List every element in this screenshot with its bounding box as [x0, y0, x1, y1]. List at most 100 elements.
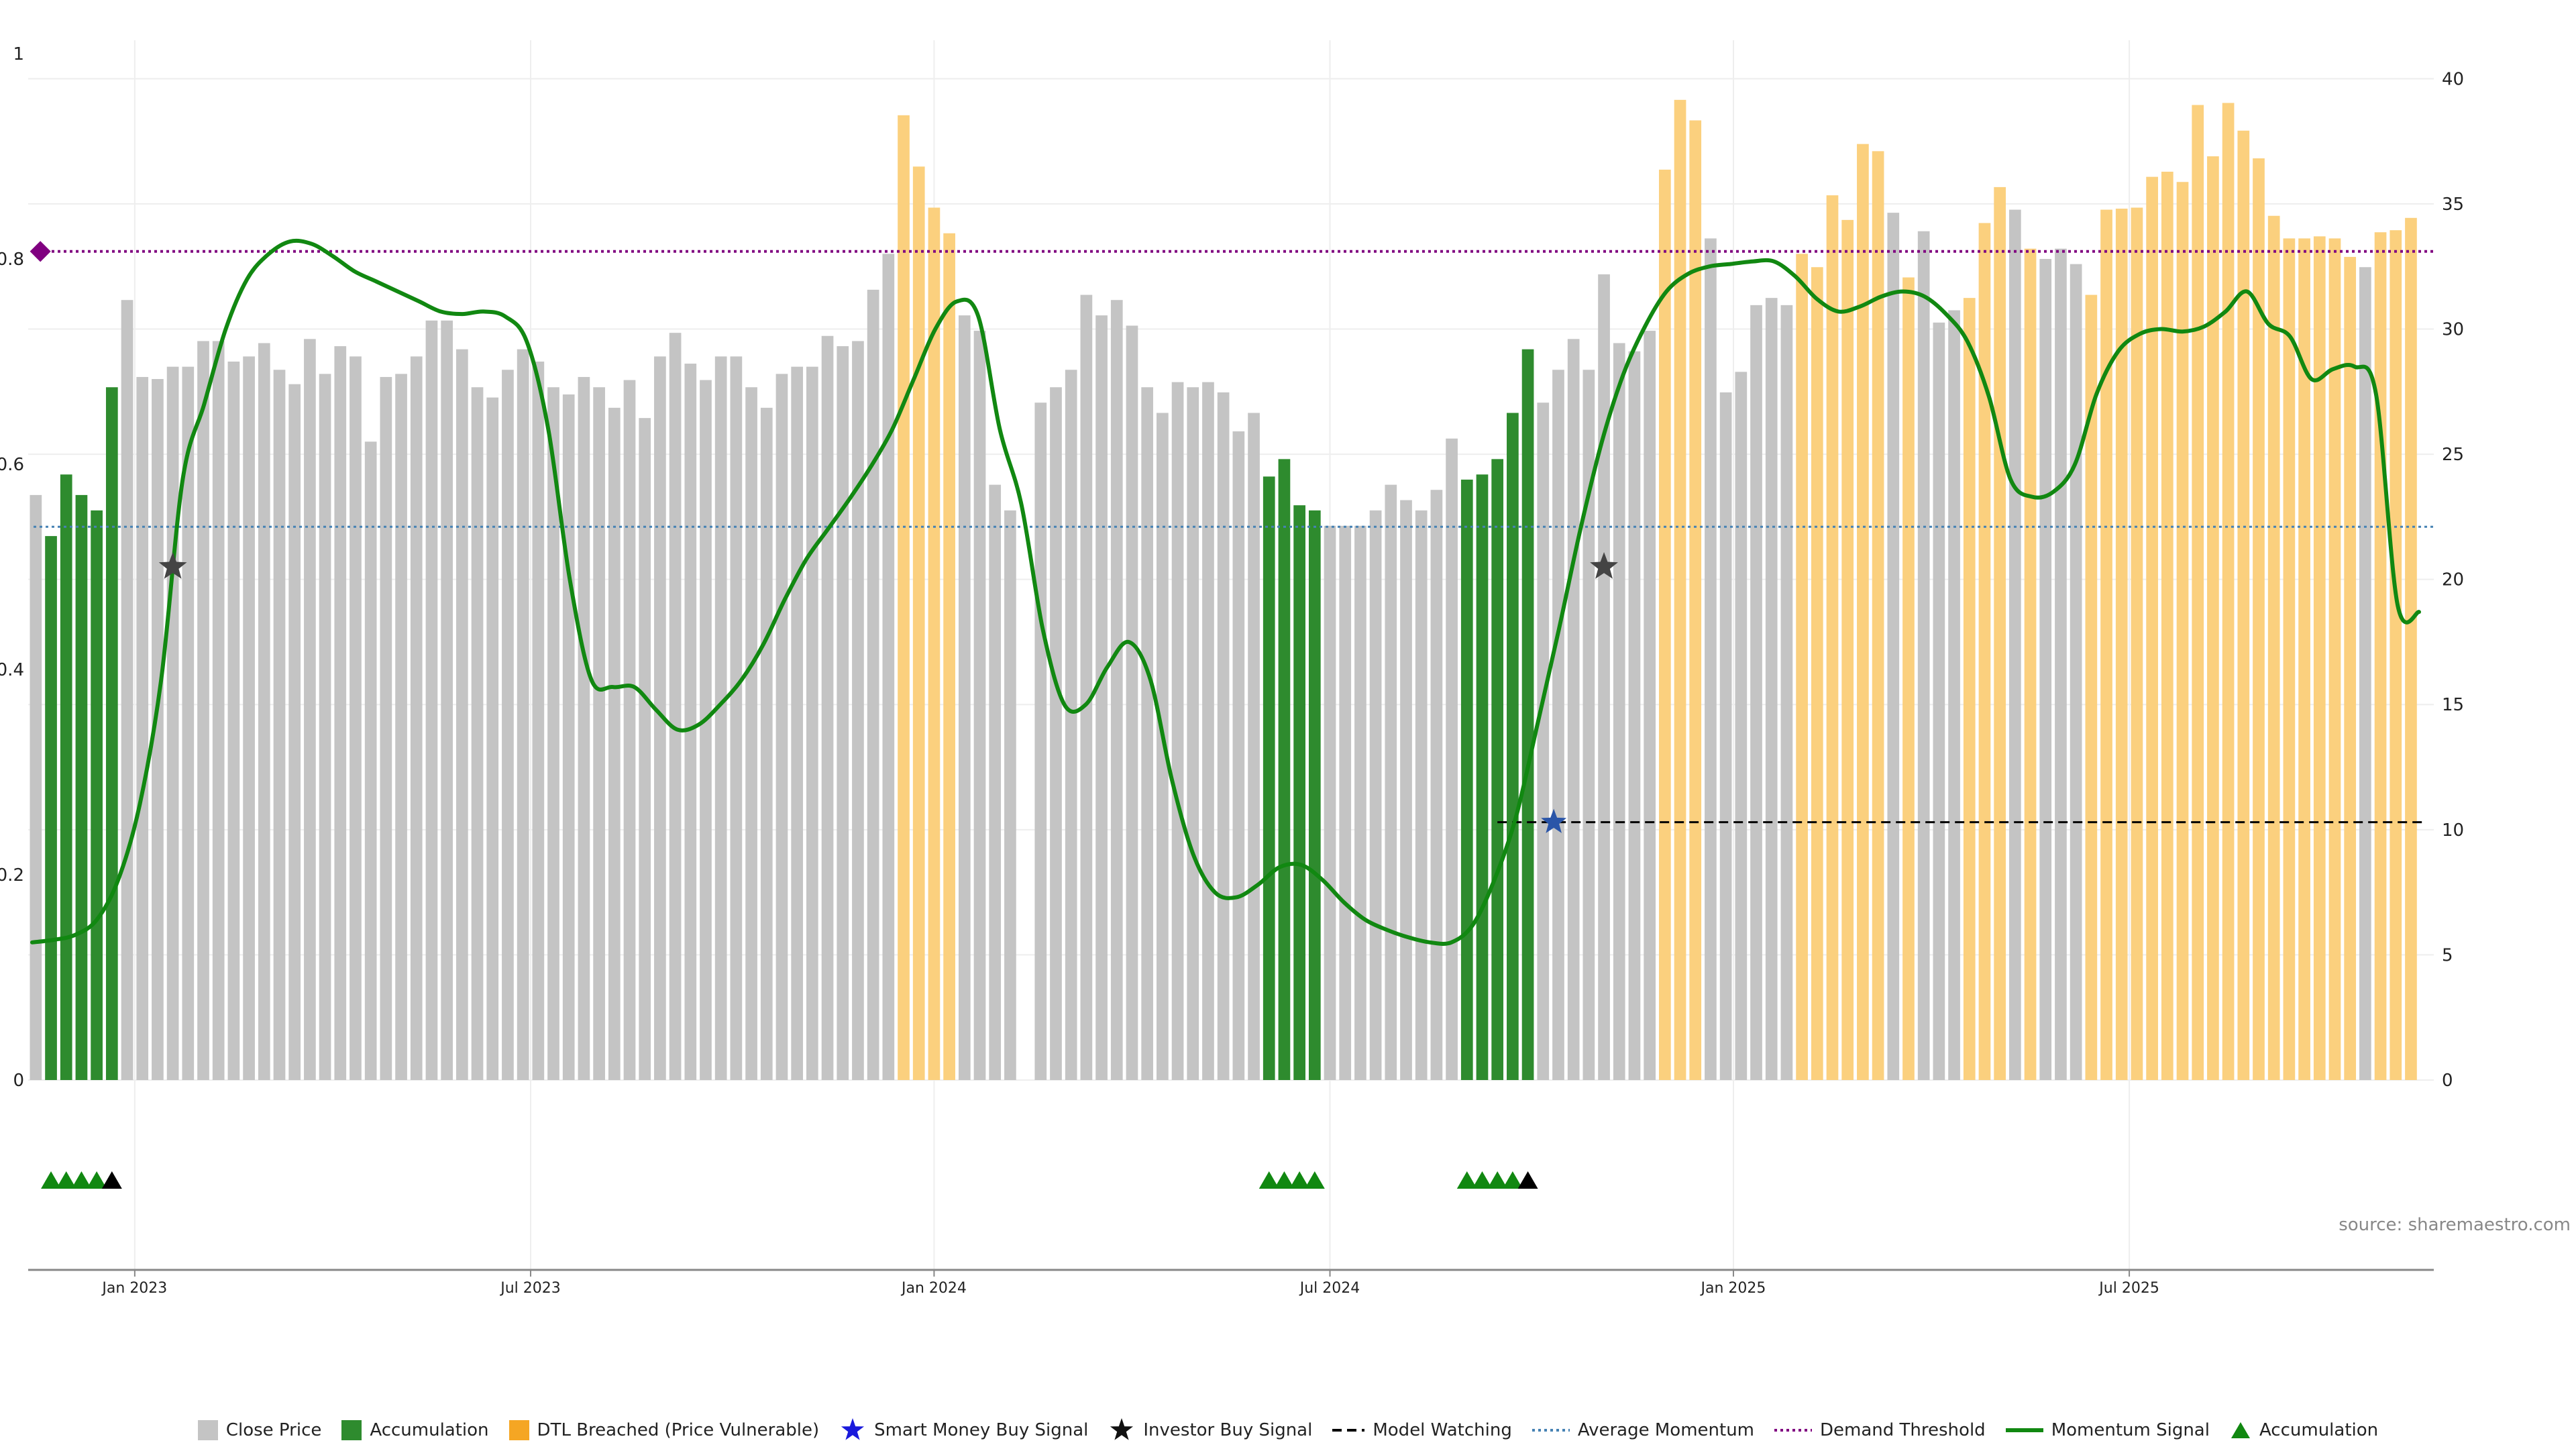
close-price-bar: [1354, 525, 1366, 1080]
close-price-bar: [2039, 259, 2052, 1080]
right-tick-label: 25: [2442, 445, 2464, 465]
close-price-bar: [1537, 402, 1550, 1080]
accumulation-bar: [1293, 505, 1305, 1080]
close-price-bar: [547, 387, 559, 1080]
accumulation-triangle-icon: [71, 1171, 92, 1189]
close-price-bar: [1887, 213, 1900, 1080]
legend-average-momentum: Average Momentum: [1532, 1420, 1754, 1440]
momentum-line-group: [30, 238, 2421, 947]
dotted-purple-line-icon: [1774, 1429, 1813, 1432]
dtl-bar: [2176, 182, 2189, 1080]
dtl-bar: [912, 166, 925, 1080]
x-tick-label: Jan 2023: [101, 1280, 167, 1297]
close-price-bar: [806, 366, 818, 1080]
close-price-bar: [471, 387, 484, 1080]
close-price-bar: [1324, 525, 1336, 1080]
accumulation-bar: [1507, 413, 1519, 1080]
accumulation-triangle-icon: [1502, 1171, 1523, 1189]
close-price-bar: [1248, 413, 1260, 1080]
close-price-bar: [2009, 209, 2021, 1080]
dtl-bar: [1689, 120, 1702, 1081]
dtl-bar: [2237, 130, 2250, 1080]
close-price-bar: [136, 376, 149, 1081]
dtl-bar: [1872, 151, 1884, 1081]
close-price-bar: [1339, 525, 1352, 1080]
x-tick-label: Jul 2023: [499, 1280, 561, 1297]
close-price-bar: [867, 289, 879, 1080]
close-price-bar: [364, 441, 377, 1080]
source-label: source: sharemaestro.com: [2339, 1215, 2571, 1235]
dtl-bar: [2313, 236, 2326, 1081]
close-price-bar: [2359, 267, 2371, 1080]
accumulation-bar: [45, 536, 57, 1080]
close-price-bar: [258, 343, 270, 1081]
dtl-bar: [2131, 207, 2143, 1080]
left-tick-label: 0.4: [0, 660, 24, 680]
close-price-bar: [1110, 300, 1123, 1081]
close-price-bar: [1187, 387, 1199, 1080]
close-price-bar: [1735, 372, 1748, 1080]
close-price-swatch-icon: [197, 1420, 218, 1440]
close-price-bar: [455, 349, 468, 1080]
dtl-bar: [1978, 223, 1991, 1081]
dtl-bar: [2115, 209, 2128, 1080]
close-price-bar: [1430, 490, 1443, 1080]
legend-investor: Investor Buy Signal: [1108, 1417, 1312, 1444]
accumulation-bar: [1308, 510, 1321, 1080]
close-price-bar: [243, 356, 255, 1080]
dtl-bar: [2192, 105, 2204, 1080]
dtl-bar: [943, 233, 955, 1080]
accumulation-bar: [105, 387, 118, 1080]
accumulation-bar: [1460, 479, 1473, 1080]
close-price-bar: [608, 407, 621, 1080]
dtl-bar: [2267, 215, 2280, 1080]
accumulation-bar: [91, 510, 103, 1080]
legend-accumulation-marker: Accumulation: [2230, 1420, 2378, 1440]
dtl-bar: [2146, 176, 2158, 1081]
close-price-bar: [821, 335, 834, 1080]
close-price-bar: [882, 254, 895, 1081]
close-price-bar: [2070, 264, 2082, 1080]
close-price-bar: [1644, 331, 1656, 1081]
close-price-bar: [288, 384, 301, 1081]
close-price-bar: [1400, 500, 1412, 1080]
accumulation-triangle-icon: [1258, 1171, 1279, 1189]
close-price-bar: [441, 320, 453, 1080]
legend-model-watching: Model Watching: [1332, 1420, 1512, 1440]
dtl-bar: [2085, 294, 2098, 1080]
close-price-bar: [1582, 370, 1595, 1080]
close-price-bar: [1446, 438, 1458, 1080]
close-price-bar: [958, 315, 971, 1080]
dtl-bar: [2328, 238, 2341, 1080]
legend-smart-money: Smart Money Buy Signal: [839, 1417, 1088, 1444]
accumulation-triangle-icon: [1304, 1171, 1325, 1189]
close-price-bar: [1765, 298, 1778, 1080]
close-price-bar: [684, 364, 697, 1080]
close-price-bar: [852, 341, 864, 1080]
accumulation-triangle-icon: [1472, 1171, 1493, 1189]
legend-accumulation-bar: Accumulation: [341, 1420, 489, 1440]
close-price-bar: [1385, 484, 1397, 1080]
dtl-bar: [1796, 254, 1808, 1081]
x-tick-label: Jan 2025: [1700, 1280, 1766, 1297]
accumulation-bar: [60, 474, 72, 1080]
left-tick-label: 0.8: [0, 250, 24, 270]
close-price-bar: [350, 356, 362, 1080]
smart-money-star-icon: [1541, 808, 1567, 833]
signal-triangle-icon: [1517, 1171, 1538, 1189]
close-price-bar: [532, 362, 545, 1080]
close-price-bar: [1157, 413, 1169, 1080]
dtl-bar: [1841, 219, 1854, 1080]
close-price-bar: [227, 362, 240, 1080]
close-price-bar: [1369, 510, 1382, 1080]
accumulation-swatch-icon: [341, 1420, 362, 1440]
accumulation-triangles: [41, 1171, 1538, 1189]
bar-series: [30, 99, 2417, 1081]
right-tick-label: 20: [2442, 570, 2464, 590]
x-tick-label: Jul 2024: [1299, 1280, 1360, 1297]
dtl-bar: [1857, 144, 1869, 1080]
close-price-bar: [760, 407, 773, 1080]
green-line-icon: [2005, 1428, 2043, 1432]
right-tick-label: 30: [2442, 319, 2464, 339]
